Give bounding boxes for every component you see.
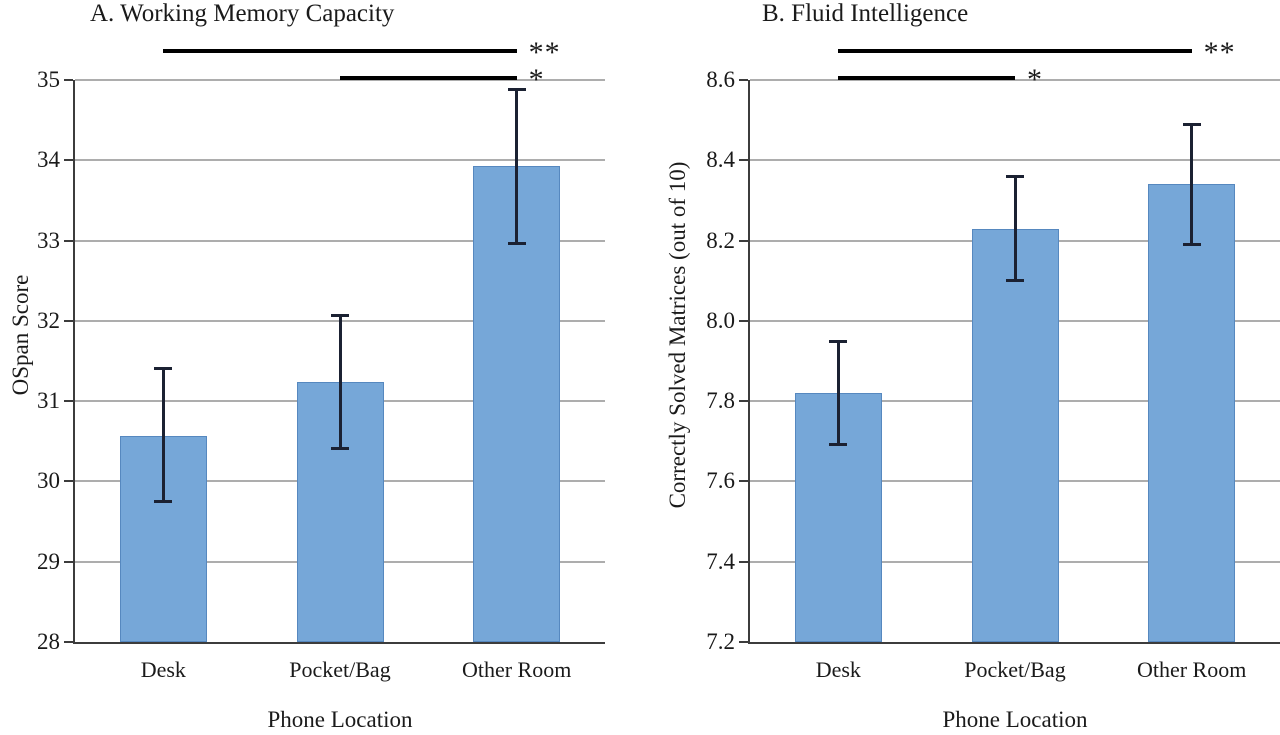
y-axis-line (748, 80, 750, 644)
y-tick-label: 28 (37, 629, 60, 654)
category-label-other-room: Other Room (1136, 657, 1247, 682)
y-tick-label: 35 (37, 67, 60, 92)
error-bar-cap-top (1182, 123, 1201, 127)
y-tick (739, 319, 748, 322)
error-bar-pocket-bag (338, 315, 342, 450)
panel-b-title: B. Fluid Intelligence (762, 0, 969, 27)
gridline (75, 239, 605, 242)
error-bar-cap-bottom (829, 443, 848, 447)
error-bar-other-room (1190, 124, 1194, 245)
y-tick-label: 8.0 (706, 307, 735, 333)
y-tick (64, 159, 73, 162)
y-tick-label: 34 (37, 147, 60, 173)
bar-other-room (1148, 184, 1236, 642)
error-bar-cap-top (154, 367, 173, 371)
x-axis-line (748, 642, 1280, 644)
bar-pocket-bag (971, 228, 1059, 642)
y-tick (64, 400, 73, 403)
panel-a-x-axis-title: Phone Location (267, 707, 413, 732)
significance-line (163, 49, 517, 53)
significance-label: * (1027, 63, 1043, 96)
y-axis-line (73, 80, 75, 644)
category-label-pocket-bag: Pocket/Bag (964, 657, 1066, 682)
y-tick-label: 33 (37, 227, 60, 253)
error-bar-other-room (515, 88, 519, 244)
panel-a-y-axis-title: OSpan Score (8, 274, 33, 396)
error-bar-desk (836, 340, 840, 446)
significance-label: ** (1203, 36, 1236, 69)
category-label-desk: Desk (815, 657, 861, 682)
gridline (75, 79, 605, 81)
error-bar-pocket-bag (1013, 176, 1017, 281)
gridline (75, 159, 605, 162)
error-bar-cap-bottom (507, 241, 526, 245)
y-tick-label: 31 (37, 388, 60, 414)
y-tick-label: 7.4 (706, 548, 735, 574)
error-bar-cap-bottom (1182, 242, 1201, 246)
y-tick (64, 641, 73, 643)
panel-a-title: A. Working Memory Capacity (90, 0, 395, 27)
y-tick-label: 8.2 (706, 227, 735, 253)
panel-b-y-axis-title: Correctly Solved Matrices (out of 10) (665, 161, 690, 509)
y-tick (64, 560, 73, 563)
y-tick (739, 79, 748, 81)
y-tick (64, 480, 73, 483)
y-tick-label: 7.6 (706, 468, 735, 494)
category-label-other-room: Other Room (461, 657, 572, 682)
error-bar-cap-top (507, 87, 526, 91)
y-tick (739, 159, 748, 162)
y-tick-label: 8.4 (706, 147, 735, 173)
y-tick-label: 8.6 (706, 67, 735, 92)
error-bar-cap-top (829, 339, 848, 343)
gridline (750, 79, 1280, 81)
error-bar-desk (161, 368, 165, 503)
error-bar-cap-bottom (154, 500, 173, 504)
significance-label: * (528, 63, 545, 96)
y-tick-label: 29 (37, 548, 60, 574)
y-tick (64, 239, 73, 242)
y-tick-label: 30 (37, 468, 60, 494)
y-tick (739, 480, 748, 483)
panel-b-x-axis-title: Phone Location (942, 707, 1088, 732)
significance-label: ** (528, 36, 561, 69)
gridline (750, 159, 1280, 162)
error-bar-cap-bottom (1006, 278, 1024, 282)
error-bar-cap-top (1006, 175, 1024, 179)
y-tick (64, 319, 73, 322)
category-label-desk: Desk (140, 657, 186, 682)
significance-line (838, 49, 1192, 53)
y-tick (739, 239, 748, 242)
significance-line (340, 76, 517, 80)
y-tick-label: 32 (37, 307, 60, 333)
x-axis-line (73, 642, 605, 644)
significance-line (838, 76, 1015, 80)
y-tick (739, 560, 748, 563)
y-tick (739, 641, 748, 643)
y-tick (739, 400, 748, 403)
error-bar-cap-bottom (331, 447, 349, 451)
error-bar-cap-top (331, 314, 349, 318)
y-tick-label: 7.2 (706, 629, 735, 654)
category-label-pocket-bag: Pocket/Bag (289, 657, 391, 682)
y-tick (64, 79, 73, 81)
y-tick-label: 7.8 (706, 388, 735, 414)
bar-other-room (473, 165, 561, 642)
